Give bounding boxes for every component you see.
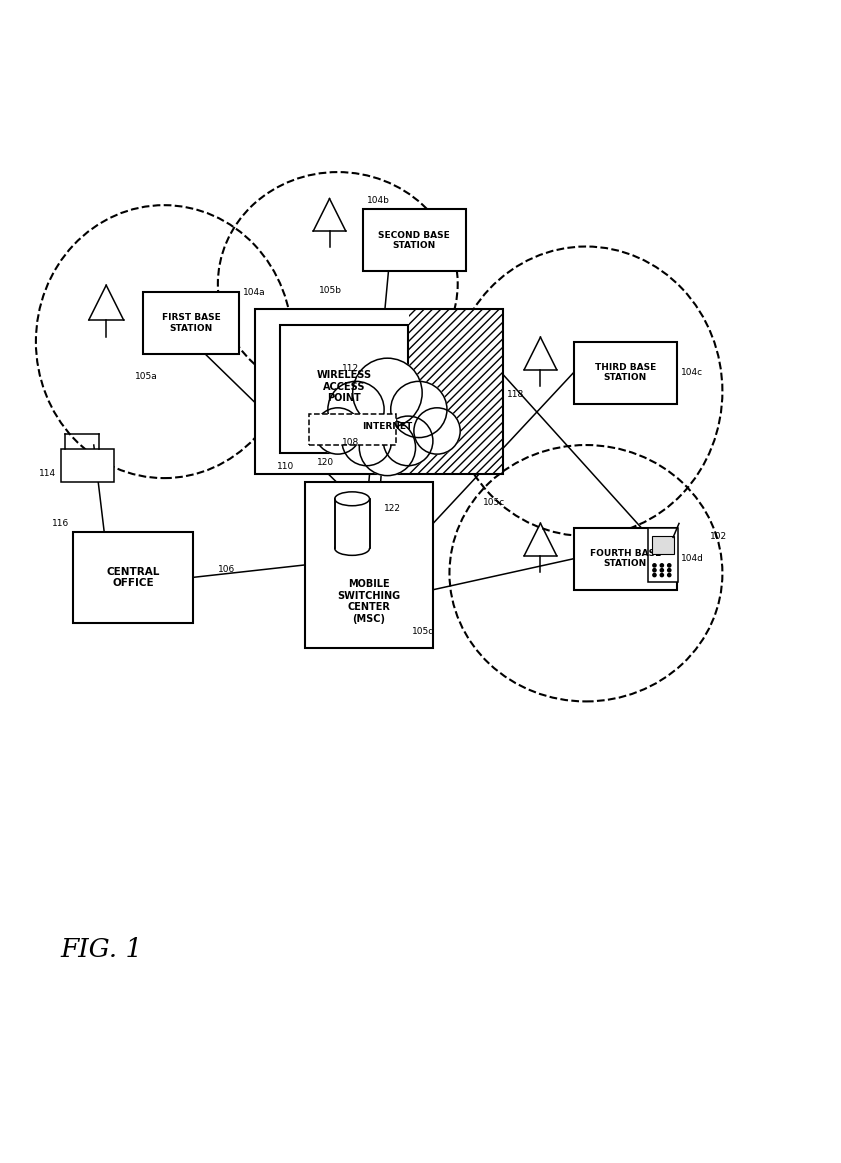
Text: 114: 114 xyxy=(40,469,56,478)
Bar xyxy=(73,531,193,623)
Text: INTERNET: INTERNET xyxy=(362,421,413,430)
Bar xyxy=(652,536,674,554)
Bar xyxy=(648,528,678,582)
Text: 118: 118 xyxy=(507,390,525,399)
Circle shape xyxy=(668,569,671,572)
Text: 120: 120 xyxy=(317,458,334,468)
Circle shape xyxy=(668,573,671,577)
Text: 104b: 104b xyxy=(367,197,389,205)
Circle shape xyxy=(660,573,664,577)
Circle shape xyxy=(660,569,664,572)
Text: 104c: 104c xyxy=(681,369,703,377)
Circle shape xyxy=(414,408,460,454)
Text: 110: 110 xyxy=(277,462,294,471)
Bar xyxy=(362,209,466,271)
Bar xyxy=(304,483,433,648)
Ellipse shape xyxy=(335,542,369,556)
Text: MOBILE
SWITCHING
CENTER
(MSC): MOBILE SWITCHING CENTER (MSC) xyxy=(337,579,400,623)
Text: CENTRAL
OFFICE: CENTRAL OFFICE xyxy=(107,566,160,588)
Circle shape xyxy=(328,381,384,437)
Bar xyxy=(574,528,677,590)
Bar xyxy=(309,414,395,445)
Text: 104a: 104a xyxy=(243,288,265,297)
Text: 102: 102 xyxy=(710,531,727,541)
Circle shape xyxy=(391,381,447,437)
Bar xyxy=(280,326,408,454)
Text: 122: 122 xyxy=(384,505,401,513)
Circle shape xyxy=(668,564,671,568)
Circle shape xyxy=(342,416,392,465)
Bar xyxy=(335,499,369,549)
Circle shape xyxy=(653,569,656,572)
Text: SECOND BASE
STATION: SECOND BASE STATION xyxy=(378,230,450,250)
Text: 105b: 105b xyxy=(319,286,342,295)
Text: FIRST BASE
STATION: FIRST BASE STATION xyxy=(161,313,220,333)
Bar xyxy=(574,342,677,404)
Circle shape xyxy=(660,564,664,568)
Circle shape xyxy=(653,564,656,568)
Text: 106: 106 xyxy=(218,564,235,573)
Circle shape xyxy=(383,416,433,465)
Text: FIG. 1: FIG. 1 xyxy=(61,937,143,962)
Text: 104d: 104d xyxy=(681,555,704,563)
Circle shape xyxy=(352,358,422,428)
Text: THIRD BASE
STATION: THIRD BASE STATION xyxy=(595,363,656,383)
Text: 105a: 105a xyxy=(135,372,158,381)
Text: 112: 112 xyxy=(342,364,359,373)
Circle shape xyxy=(315,408,361,454)
Bar xyxy=(255,308,503,475)
Ellipse shape xyxy=(335,492,369,506)
Text: WIRELESS
ACCESS
POINT: WIRELESS ACCESS POINT xyxy=(316,370,372,404)
Text: 105d: 105d xyxy=(412,627,436,636)
Text: 116: 116 xyxy=(52,519,69,528)
Circle shape xyxy=(359,420,415,476)
Bar xyxy=(144,292,239,354)
Bar xyxy=(61,449,114,483)
Circle shape xyxy=(653,573,656,577)
Bar xyxy=(409,308,503,475)
Text: 105c: 105c xyxy=(483,499,505,507)
Text: 108: 108 xyxy=(341,437,359,447)
Text: FOURTH BASE
STATION: FOURTH BASE STATION xyxy=(590,549,661,569)
